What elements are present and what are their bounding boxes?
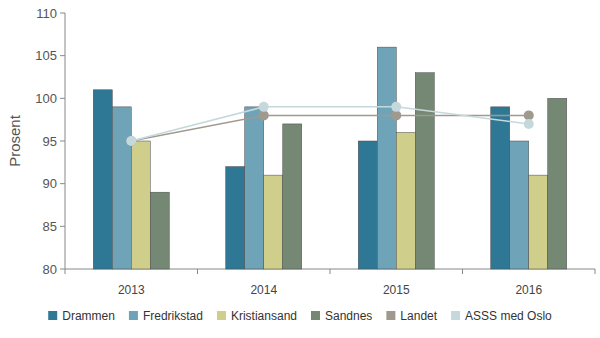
bar bbox=[283, 124, 302, 269]
line-marker bbox=[524, 110, 534, 120]
x-tick bbox=[595, 269, 596, 274]
legend-label: ASSS med Oslo bbox=[465, 309, 552, 323]
bar bbox=[510, 141, 529, 269]
y-tick bbox=[60, 183, 65, 184]
legend-label: Sandnes bbox=[325, 309, 372, 323]
x-tick-label: 2014 bbox=[250, 283, 277, 297]
bar bbox=[112, 107, 131, 269]
bar bbox=[358, 141, 377, 269]
y-tick bbox=[60, 13, 65, 14]
y-tick bbox=[60, 55, 65, 56]
x-tick bbox=[65, 269, 66, 274]
bar bbox=[226, 167, 245, 269]
legend-swatch bbox=[48, 311, 57, 320]
legend-label: Kristiansand bbox=[231, 309, 297, 323]
line-marker bbox=[391, 110, 401, 120]
x-tick bbox=[197, 269, 198, 274]
bar bbox=[150, 192, 169, 269]
legend-swatch bbox=[217, 311, 226, 320]
y-tick bbox=[60, 269, 65, 270]
legend-label: Landet bbox=[400, 309, 437, 323]
y-tick-label: 90 bbox=[43, 176, 57, 191]
bar bbox=[264, 175, 283, 269]
bar bbox=[529, 175, 548, 269]
legend-label: Fredrikstad bbox=[143, 309, 203, 323]
legend-swatch bbox=[386, 311, 395, 320]
x-tick bbox=[330, 269, 331, 274]
y-tick-label: 100 bbox=[35, 91, 57, 106]
y-tick-label: 85 bbox=[43, 219, 57, 234]
bar bbox=[415, 73, 434, 269]
line-marker bbox=[259, 102, 269, 112]
bar bbox=[548, 98, 567, 269]
y-tick bbox=[60, 226, 65, 227]
y-tick bbox=[60, 98, 65, 99]
x-tick bbox=[462, 269, 463, 274]
y-tick bbox=[60, 141, 65, 142]
y-tick-label: 80 bbox=[43, 262, 57, 277]
y-tick-label: 110 bbox=[36, 6, 57, 21]
legend-swatch bbox=[129, 311, 138, 320]
x-tick-label: 2015 bbox=[383, 283, 410, 297]
bar bbox=[245, 107, 264, 269]
bar bbox=[491, 107, 510, 269]
bar bbox=[93, 90, 112, 269]
x-tick-label: 2016 bbox=[515, 283, 542, 297]
x-tick-label: 2013 bbox=[118, 283, 145, 297]
y-tick-label: 105 bbox=[35, 48, 57, 63]
legend: Drammen Fredrikstad Kristiansand Sandnes Lan… bbox=[48, 309, 552, 323]
line-marker bbox=[524, 119, 534, 129]
line-marker bbox=[126, 136, 136, 146]
line-marker bbox=[391, 102, 401, 112]
line-marker bbox=[259, 110, 269, 120]
chart: 80 85 90 95 100 105 110 2013 2014 2015 2016 Prosent… bbox=[0, 0, 600, 338]
line-marker bbox=[126, 136, 136, 146]
bar bbox=[396, 132, 415, 269]
legend-swatch bbox=[311, 311, 320, 320]
line bbox=[131, 115, 529, 141]
bar bbox=[377, 47, 396, 269]
legend-swatch bbox=[451, 311, 460, 320]
y-axis-label: Prosent bbox=[6, 114, 23, 167]
bar bbox=[131, 141, 150, 269]
line bbox=[131, 107, 529, 141]
y-tick-label: 95 bbox=[43, 134, 57, 149]
legend-label: Drammen bbox=[62, 309, 115, 323]
